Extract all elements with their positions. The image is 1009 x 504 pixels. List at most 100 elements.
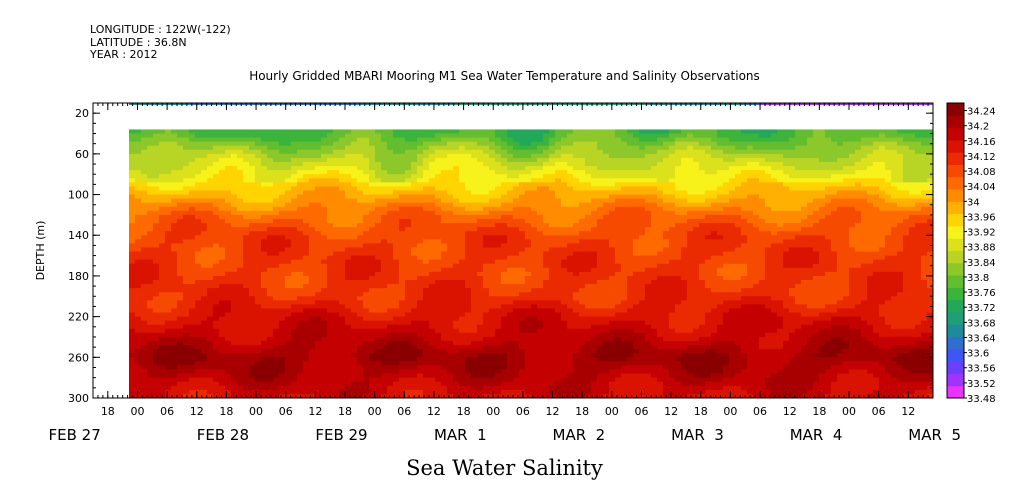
salinity-cell [345, 214, 352, 220]
salinity-cell [555, 381, 562, 387]
salinity-cell [411, 316, 418, 322]
salinity-cell [537, 214, 544, 220]
salinity-cell [459, 255, 466, 261]
salinity-cell [345, 373, 352, 379]
salinity-cell [225, 198, 232, 204]
salinity-cell [387, 170, 394, 175]
salinity-cell [429, 345, 436, 350]
salinity-cell [225, 145, 232, 151]
salinity-cell [477, 357, 484, 362]
salinity-cell [309, 320, 316, 326]
salinity-cell [363, 312, 370, 318]
salinity-cell [141, 210, 148, 216]
salinity-cell [495, 389, 502, 395]
salinity-cell [261, 393, 268, 398]
salinity-cell [531, 198, 538, 204]
salinity-cell [483, 381, 490, 387]
salinity-cell [141, 353, 148, 358]
salinity-cell [489, 312, 496, 318]
salinity-cell [447, 137, 454, 143]
salinity-cell [531, 369, 538, 375]
salinity-cell [165, 304, 172, 310]
salinity-cell [309, 149, 316, 155]
salinity-cell [183, 288, 190, 293]
salinity-cell [489, 373, 496, 379]
salinity-cell [435, 300, 442, 306]
salinity-cell [555, 336, 562, 342]
salinity-cell [411, 149, 418, 155]
salinity-cell [219, 145, 226, 151]
salinity-cell [447, 149, 454, 155]
salinity-cell [255, 243, 262, 249]
salinity-cell [537, 247, 544, 253]
salinity-cell [249, 243, 256, 249]
salinity-cell [339, 280, 346, 285]
salinity-cell [267, 357, 274, 362]
salinity-cell [561, 162, 568, 167]
salinity-cell [435, 271, 442, 277]
salinity-cell [567, 296, 574, 301]
salinity-cell [327, 145, 334, 151]
salinity-cell [429, 373, 436, 379]
salinity-cell [465, 223, 472, 228]
salinity-cell [411, 157, 418, 163]
salinity-cell [147, 267, 154, 273]
salinity-cell [315, 336, 322, 342]
salinity-cell [483, 227, 490, 232]
salinity-cell [519, 174, 526, 179]
salinity-cell [459, 190, 466, 196]
salinity-cell [255, 292, 262, 297]
salinity-cell [495, 296, 502, 301]
salinity-cell [291, 129, 298, 135]
salinity-cell [543, 170, 550, 175]
salinity-cell [381, 271, 388, 277]
salinity-cell [537, 206, 544, 212]
salinity-cell [249, 259, 256, 265]
salinity-cell [147, 365, 154, 371]
salinity-cell [315, 280, 322, 285]
salinity-cell [381, 251, 388, 257]
salinity-cell [369, 243, 376, 249]
salinity-cell [303, 341, 310, 346]
salinity-cell [297, 324, 304, 330]
salinity-cell [411, 267, 418, 273]
salinity-cell [345, 361, 352, 367]
salinity-cell [267, 393, 274, 398]
salinity-cell [441, 320, 448, 326]
salinity-cell [393, 162, 400, 167]
salinity-cell [375, 231, 382, 236]
salinity-cell [435, 174, 442, 179]
salinity-cell [441, 267, 448, 273]
salinity-cell [249, 157, 256, 163]
salinity-cell [495, 280, 502, 285]
salinity-cell [435, 316, 442, 322]
salinity-cell [201, 133, 208, 139]
salinity-cell [363, 255, 370, 261]
salinity-cell [477, 153, 484, 159]
salinity-cell [417, 341, 424, 346]
salinity-cell [357, 288, 364, 293]
salinity-cell [579, 288, 586, 293]
salinity-cell [129, 198, 136, 204]
salinity-cell [447, 231, 454, 236]
salinity-cell [501, 393, 508, 398]
salinity-cell [531, 292, 538, 297]
salinity-cell [291, 377, 298, 383]
salinity-cell [435, 239, 442, 244]
salinity-cell [537, 365, 544, 371]
salinity-cell [249, 389, 256, 395]
salinity-cell [207, 381, 214, 387]
salinity-cell [321, 296, 328, 301]
salinity-cell [573, 137, 580, 143]
salinity-cell [249, 174, 256, 179]
salinity-cell [279, 210, 286, 216]
salinity-cell [429, 133, 436, 139]
salinity-cell [531, 377, 538, 383]
salinity-cell [447, 247, 454, 253]
salinity-cell [501, 190, 508, 196]
salinity-cell [561, 288, 568, 293]
salinity-cell [363, 137, 370, 143]
salinity-cell [519, 153, 526, 159]
salinity-cell [267, 137, 274, 143]
salinity-cell [327, 385, 334, 391]
